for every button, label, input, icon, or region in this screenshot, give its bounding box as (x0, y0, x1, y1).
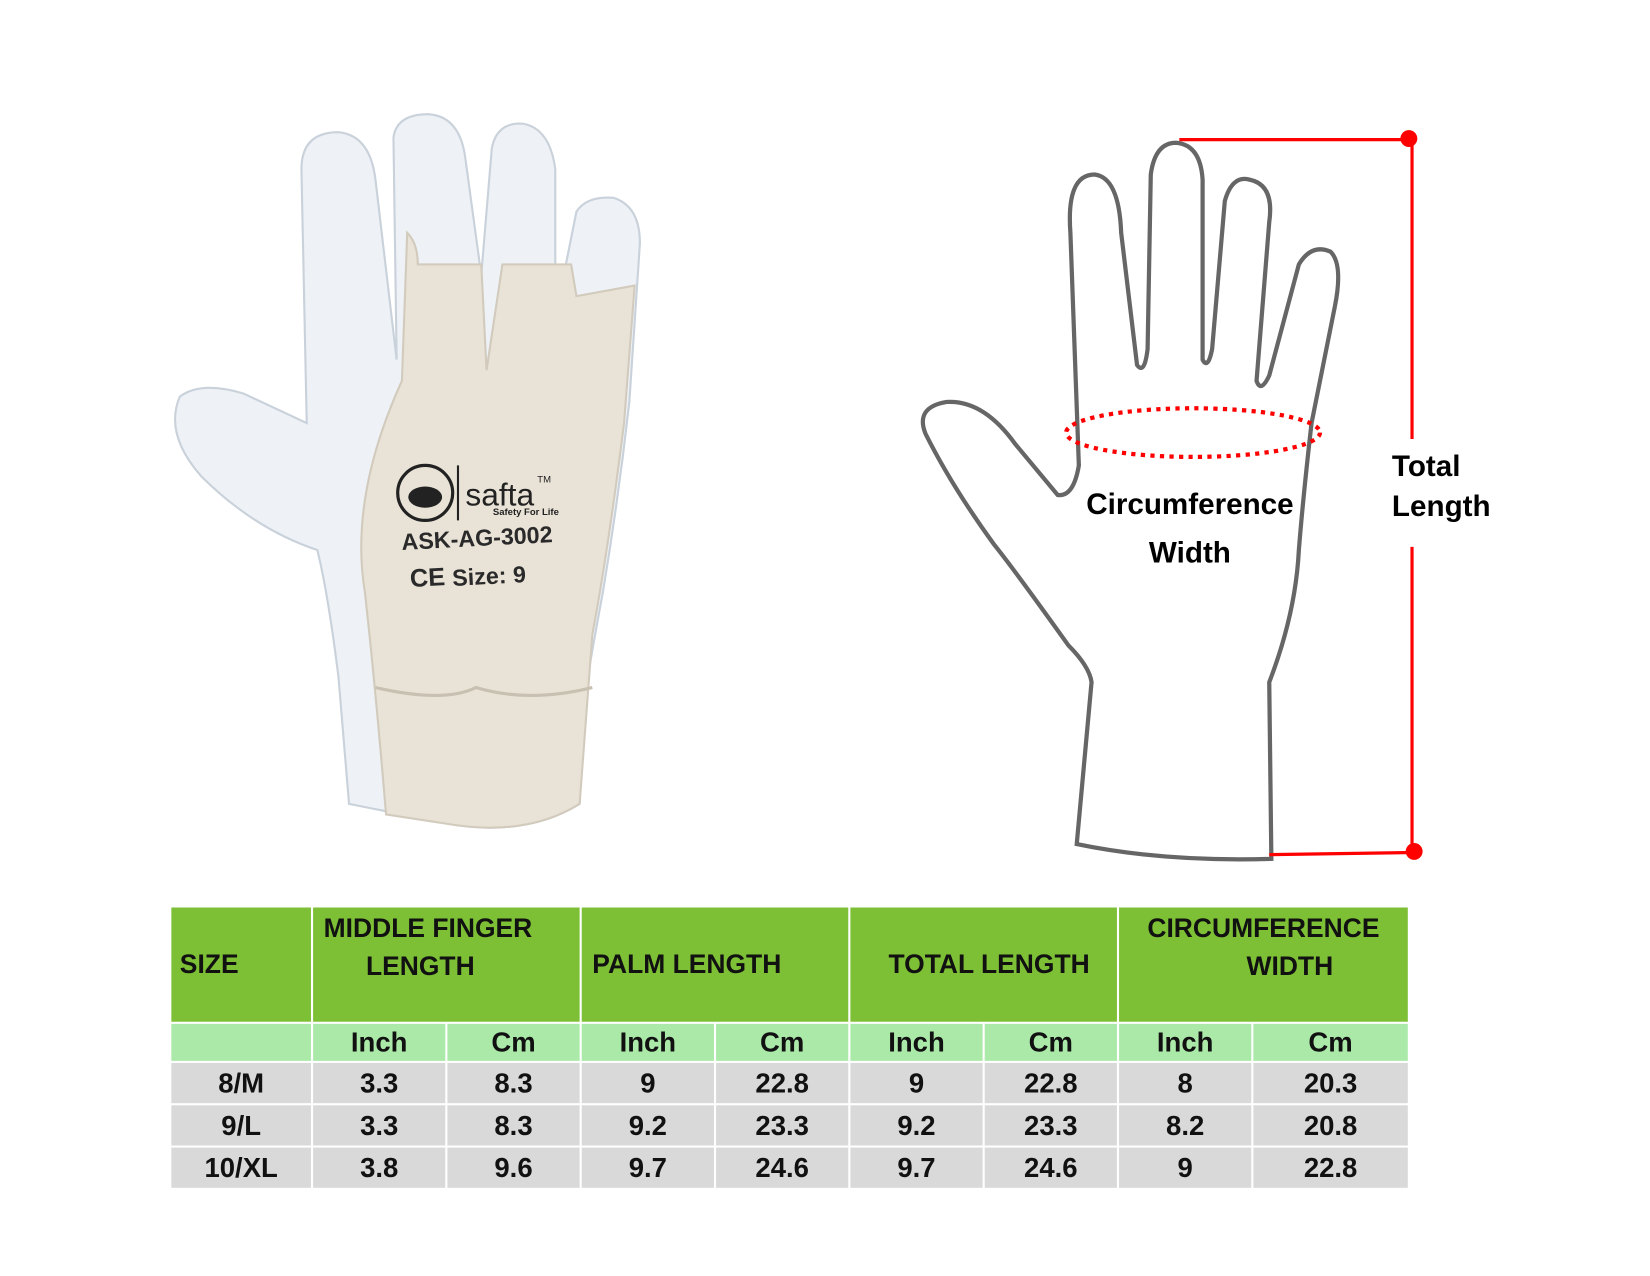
table-cell: 20.8 (1253, 1105, 1408, 1146)
table-cell: 24.6 (716, 1147, 849, 1188)
header-middle-finger-line1: MIDDLE FINGER (323, 913, 533, 944)
circumference-ellipse (1064, 406, 1323, 460)
table-cell: 8 (1119, 1062, 1252, 1104)
unit-cell: Inch (581, 1023, 714, 1061)
size-cell: 8/M (171, 1062, 311, 1104)
table-cell: 9.7 (581, 1147, 714, 1188)
unit-cell (171, 1023, 311, 1061)
unit-cell: Cm (716, 1023, 849, 1061)
header-circumference-line2: WIDTH (1246, 951, 1334, 982)
brand-text: safta (465, 477, 534, 513)
table-cell: 24.6 (984, 1147, 1117, 1188)
header-circumference-line1: CIRCUMFERENCE (1147, 913, 1380, 944)
circumference-label-line2: Width (1148, 536, 1231, 570)
table-row: 9/L 3.3 8.3 9.2 23.3 9.2 23.3 8.2 20.8 (171, 1105, 1408, 1146)
table-cell: 3.3 (313, 1105, 446, 1146)
table-cell: 3.8 (313, 1147, 446, 1188)
size-chart-table: SIZE MIDDLE FINGER LENGTH PALM LENGTH TO… (169, 905, 1410, 1190)
table-cell: 8.2 (1119, 1105, 1252, 1146)
total-label-line1: Total (1391, 449, 1461, 483)
table-cell: 9 (1119, 1147, 1252, 1188)
table-cell: 22.8 (716, 1062, 849, 1104)
table-row: 8/M 3.3 8.3 9 22.8 9 22.8 8 20.3 (171, 1062, 1408, 1104)
hand-outline (920, 140, 1341, 862)
table-cell: 8.3 (447, 1105, 580, 1146)
table-cell: 20.3 (1253, 1062, 1408, 1104)
size-cell: 10/XL (171, 1147, 311, 1188)
unit-cell: Inch (1119, 1023, 1252, 1061)
units-row: Inch Cm Inch Cm Inch Cm Inch Cm (171, 1023, 1408, 1061)
table-cell: 9.7 (850, 1147, 983, 1188)
circumference-label: Circumference Width (1079, 484, 1301, 573)
unit-cell: Cm (984, 1023, 1117, 1061)
ce-mark: CE (409, 563, 446, 593)
header-middle-finger: MIDDLE FINGER LENGTH (313, 907, 580, 1022)
header-total-length: TOTAL LENGTH (850, 907, 1117, 1022)
total-length-marker (1179, 138, 1415, 857)
table-cell: 23.3 (984, 1105, 1117, 1146)
unit-cell: Cm (447, 1023, 580, 1061)
table-cell: 8.3 (447, 1062, 580, 1104)
table-cell: 3.3 (313, 1062, 446, 1104)
table-cell: 9.2 (581, 1105, 714, 1146)
illustrations: safta TM Safety For Life ASK-AG-3002 CE … (173, 113, 1423, 862)
table-cell: 22.8 (1253, 1147, 1408, 1188)
total-label-line2: Length (1391, 489, 1491, 523)
table-cell: 9.2 (850, 1105, 983, 1146)
table-cell: 9 (850, 1062, 983, 1104)
size-cell: 9/L (171, 1105, 311, 1146)
trademark-text: TM (537, 474, 551, 485)
table-cell: 9.6 (447, 1147, 580, 1188)
unit-cell: Inch (313, 1023, 446, 1061)
table-cell: 23.3 (716, 1105, 849, 1146)
glove-photo: safta TM Safety For Life ASK-AG-3002 CE … (173, 113, 641, 829)
header-middle-finger-line2: LENGTH (365, 951, 475, 982)
header-size: SIZE (171, 907, 311, 1022)
tagline-text: Safety For Life (493, 507, 559, 518)
unit-cell: Inch (850, 1023, 983, 1061)
unit-cell: Cm (1253, 1023, 1408, 1061)
table-cell: 22.8 (984, 1062, 1117, 1104)
size-text: Size: 9 (452, 561, 527, 591)
table-row: 10/XL 3.8 9.6 9.7 24.6 9.7 24.6 9 22.8 (171, 1147, 1408, 1188)
header-palm-length: PALM LENGTH (581, 907, 849, 1022)
circumference-label-line1: Circumference (1086, 487, 1294, 521)
total-length-label: Total Length (1392, 446, 1491, 526)
table-cell: 9 (581, 1062, 714, 1104)
table-header-row: SIZE MIDDLE FINGER LENGTH PALM LENGTH TO… (171, 907, 1408, 1022)
header-circumference: CIRCUMFERENCE WIDTH (1119, 907, 1408, 1022)
